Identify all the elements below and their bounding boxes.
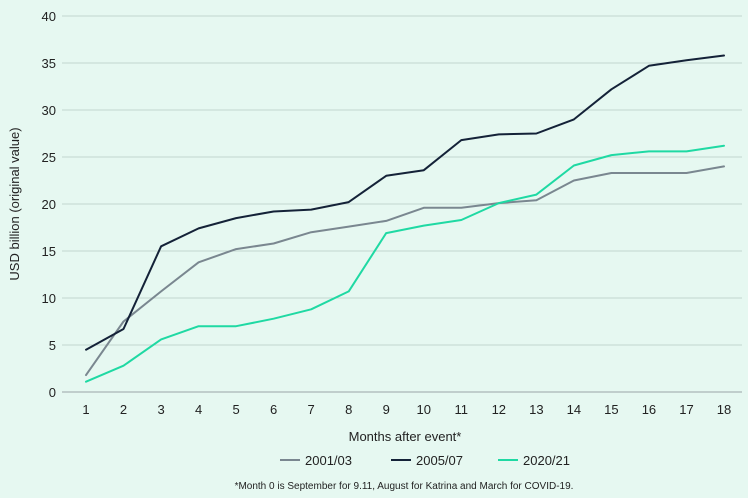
x-tick-label: 6 <box>270 402 277 417</box>
series-line-2020-21 <box>85 144 725 383</box>
x-tick-label: 3 <box>157 402 164 417</box>
legend-label: 2005/07 <box>416 453 463 468</box>
x-tick-label: 1 <box>82 402 89 417</box>
x-tick-labels: 1 2 3 4 5 6 7 8 9 10 11 12 13 14 15 16 17 18 <box>82 402 731 417</box>
series-lines <box>85 54 725 383</box>
x-tick-label: 2 <box>120 402 127 417</box>
x-axis-title: Months after event* <box>349 429 462 444</box>
y-tick-label: 25 <box>42 150 56 165</box>
x-tick-label: 7 <box>308 402 315 417</box>
x-tick-label: 18 <box>717 402 731 417</box>
y-tick-label: 15 <box>42 244 56 259</box>
x-tick-label: 15 <box>604 402 618 417</box>
series-line-2001-03 <box>85 165 725 377</box>
legend: 2001/03 2005/07 2020/21 <box>280 453 570 468</box>
legend-label: 2001/03 <box>305 453 352 468</box>
y-tick-label: 20 <box>42 197 56 212</box>
x-tick-label: 16 <box>642 402 656 417</box>
y-tick-label: 0 <box>49 385 56 400</box>
x-tick-label: 5 <box>233 402 240 417</box>
y-tick-label: 35 <box>42 56 56 71</box>
y-tick-label: 5 <box>49 338 56 353</box>
x-tick-label: 12 <box>492 402 506 417</box>
y-axis-title: USD billion (original value) <box>7 127 22 280</box>
y-tick-label: 30 <box>42 103 56 118</box>
x-tick-label: 10 <box>417 402 431 417</box>
y-tick-label: 40 <box>42 9 56 24</box>
series-line-2005-07 <box>85 54 725 351</box>
legend-label: 2020/21 <box>523 453 570 468</box>
footnote: *Month 0 is September for 9.11, August f… <box>235 481 574 492</box>
gridlines <box>62 15 742 393</box>
x-tick-label: 9 <box>383 402 390 417</box>
x-tick-label: 8 <box>345 402 352 417</box>
y-tick-labels: 0 5 10 15 20 25 30 35 40 <box>42 9 56 400</box>
x-tick-label: 13 <box>529 402 543 417</box>
x-tick-label: 14 <box>567 402 581 417</box>
x-tick-label: 11 <box>455 402 469 417</box>
x-tick-label: 4 <box>195 402 202 417</box>
x-tick-label: 17 <box>679 402 693 417</box>
y-tick-label: 10 <box>42 291 56 306</box>
